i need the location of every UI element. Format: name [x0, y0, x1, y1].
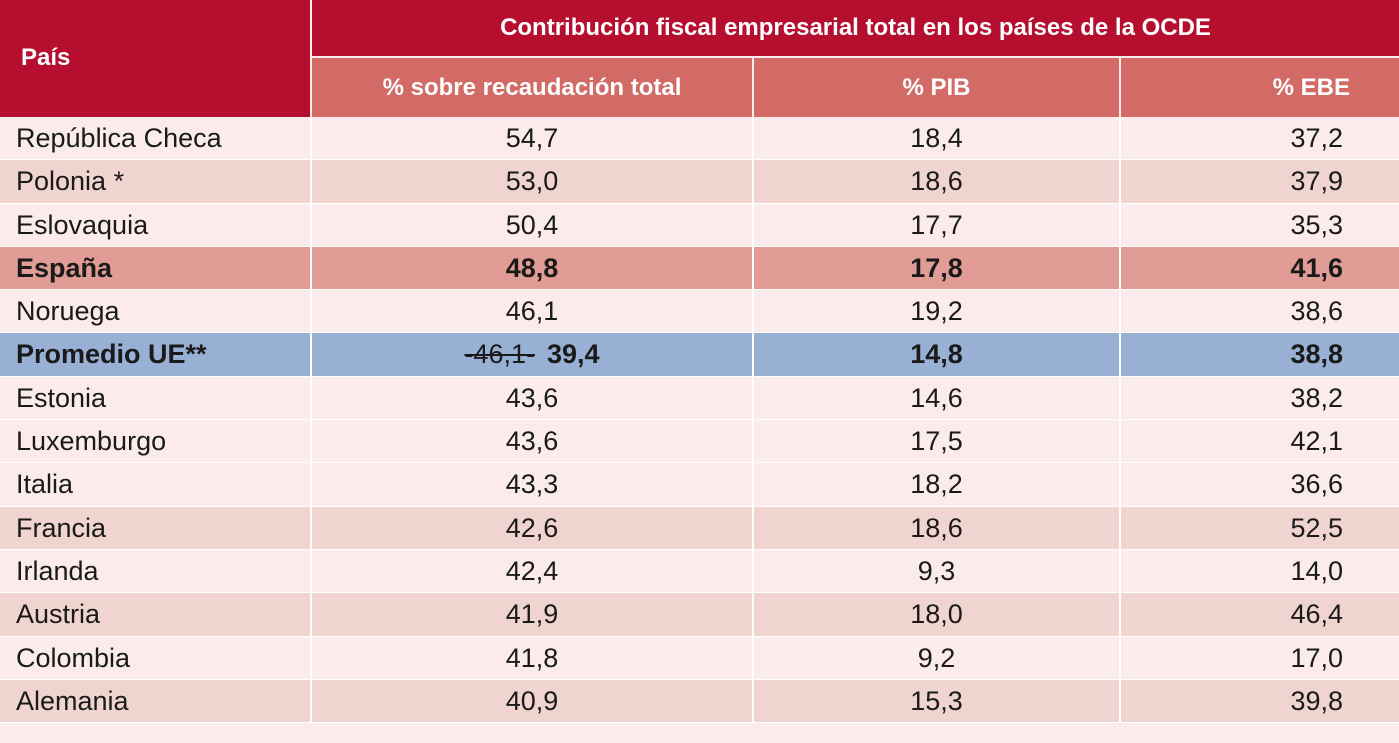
header-main-title: Contribución fiscal empresarial total en… [312, 0, 1399, 56]
cell-pais: Francia [16, 512, 107, 543]
struck-value: -46,1- [464, 339, 535, 370]
table-row: Austria 41,9 18,0 46,4 [0, 593, 1399, 637]
cell-pib: 14,8 [910, 339, 963, 370]
header-pais: País [0, 0, 310, 117]
cell-recaudacion: 53,0 [505, 166, 559, 197]
cell-ebe: 38,8 [1290, 339, 1343, 370]
cell-pais: Eslovaquia [16, 209, 149, 240]
cell-pais: Luxemburgo [16, 426, 167, 457]
table-row: Alemania 40,9 15,3 39,8 [0, 679, 1399, 724]
cell-ebe: 37,9 [1290, 166, 1343, 197]
cell-ebe: 17,0 [1290, 642, 1343, 673]
cell-pib: 17,5 [910, 426, 963, 457]
header-col-ebe: % EBE [1121, 58, 1399, 117]
cell-ebe: 38,6 [1290, 296, 1343, 327]
table-body: República Checa 54,7 18,4 37,2 Polonia * 53,… [0, 117, 1399, 724]
cell-pib: 19,2 [910, 296, 963, 327]
cell-recaudacion: 42,6 [505, 512, 559, 543]
cell-pais: Irlanda [16, 555, 99, 586]
cell-recaudacion: -46,1- 39,4 [312, 333, 752, 375]
table-row: Eslovaquia 50,4 17,7 35,3 [0, 203, 1399, 247]
table-row: Colombia 41,8 9,2 17,0 [0, 636, 1399, 680]
table-row: Francia 42,6 18,6 52,5 [0, 506, 1399, 550]
cell-recaudacion: 41,8 [505, 642, 559, 673]
cell-ebe: 37,2 [1290, 123, 1343, 153]
cell-pib: 9,3 [917, 555, 956, 586]
cell-pais: Polonia * [16, 166, 125, 197]
cell-pais: Alemania [16, 685, 129, 716]
cell-ebe: 36,6 [1290, 469, 1343, 500]
cell-pib: 18,2 [910, 469, 963, 500]
cell-pais: España [16, 252, 113, 283]
cell-pib: 17,7 [910, 209, 963, 240]
cell-recaudacion: 43,6 [505, 426, 559, 457]
table-row: Irlanda 42,4 9,3 14,0 [0, 549, 1399, 594]
cell-pais: Italia [16, 469, 74, 500]
table-row: Italia 43,3 18,2 36,6 [0, 463, 1399, 507]
cell-pib: 14,6 [910, 382, 963, 413]
table-row: Polonia * 53,0 18,6 37,9 [0, 160, 1399, 204]
cell-pib: 18,0 [910, 599, 963, 630]
cell-pib: 18,4 [910, 123, 963, 153]
cell-recaudacion: 46,1 [505, 296, 559, 327]
cell-pais: Noruega [16, 296, 120, 327]
table-row-highlight: España 48,8 17,8 41,6 [0, 246, 1399, 291]
cell-recaudacion: 43,6 [505, 382, 559, 413]
header-col-recaudacion: % sobre recaudación total [312, 58, 752, 117]
table-row: Estonia 43,6 14,6 38,2 [0, 376, 1399, 421]
corrected-value: 39,4 [546, 339, 600, 370]
table-row: Luxemburgo 43,6 17,5 42,1 [0, 420, 1399, 464]
cell-ebe: 46,4 [1290, 599, 1343, 630]
cell-ebe: 35,3 [1290, 209, 1343, 240]
cell-ebe: 38,2 [1290, 382, 1343, 413]
cell-pais: República Checa [16, 123, 222, 153]
cell-recaudacion: 54,7 [505, 123, 559, 153]
header-col-pib: % PIB [754, 58, 1119, 117]
cell-recaudacion: 41,9 [505, 599, 559, 630]
table-row-average: Promedio UE** -46,1- 39,4 14,8 38,8 [0, 333, 1399, 377]
cell-ebe: 14,0 [1290, 555, 1343, 586]
cell-recaudacion: 40,9 [505, 685, 559, 716]
cell-ebe: 52,5 [1290, 512, 1343, 543]
table-row: República Checa 54,7 18,4 37,2 [0, 117, 1399, 161]
cell-pib: 18,6 [910, 512, 963, 543]
cell-ebe: 42,1 [1290, 426, 1343, 457]
cell-pais: Colombia [16, 642, 131, 673]
cell-recaudacion: 48,8 [505, 252, 559, 283]
cell-pais: Promedio UE** [16, 339, 207, 370]
table-bottom-edge [0, 739, 1399, 743]
cell-ebe: 39,8 [1290, 685, 1343, 716]
table-row: Noruega 46,1 19,2 38,6 [0, 290, 1399, 334]
cell-recaudacion: 42,4 [505, 555, 559, 586]
cell-pib: 18,6 [910, 166, 963, 197]
cell-recaudacion: 43,3 [505, 469, 559, 500]
cell-pais: Estonia [16, 382, 107, 413]
cell-recaudacion: 50,4 [505, 209, 559, 240]
cell-pib: 15,3 [910, 685, 963, 716]
cell-pib: 17,8 [910, 252, 963, 283]
cell-pais: Austria [16, 599, 101, 630]
cell-ebe: 41,6 [1290, 252, 1343, 283]
cell-pib: 9,2 [917, 642, 956, 673]
